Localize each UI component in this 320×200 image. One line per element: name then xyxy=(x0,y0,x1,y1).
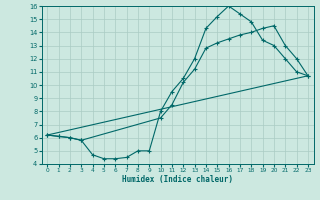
X-axis label: Humidex (Indice chaleur): Humidex (Indice chaleur) xyxy=(122,175,233,184)
